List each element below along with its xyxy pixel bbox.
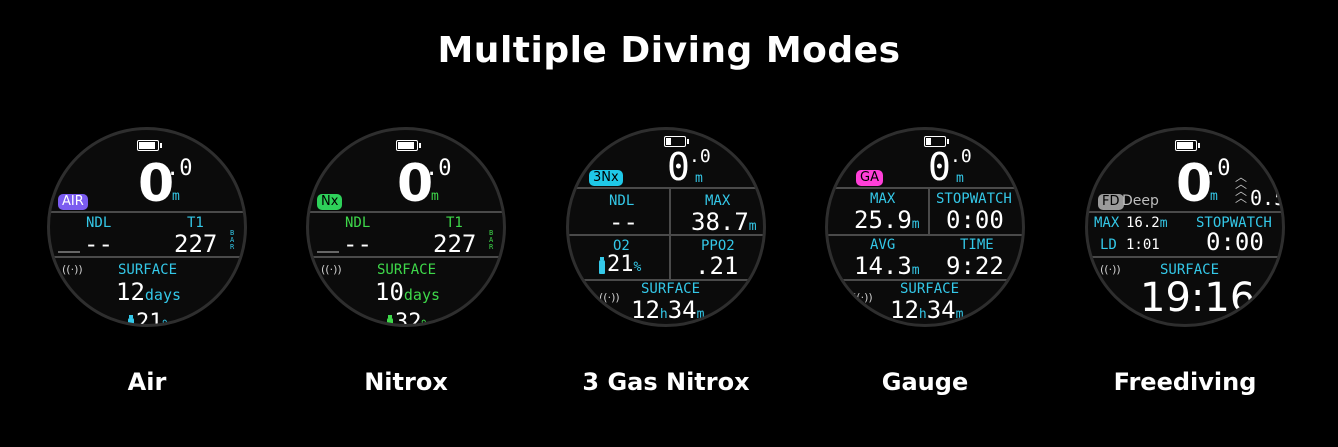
sound-icon: ((·)) [852,291,873,304]
tank-icon [599,257,605,274]
depth-decimal: .0 [166,156,193,181]
depth-unit: m [695,171,703,186]
watch-gauge: GA 0 .0 m MAX 25.9m STOPWATCH 0:00 AVG 1… [825,127,1025,327]
stopwatch-label: STOPWATCH [936,191,1012,207]
sound-icon: ((·)) [599,291,620,304]
ppo2-label: PPO2 [701,238,735,254]
depth-unit: m [172,189,180,204]
t1-value: 227 [433,230,477,258]
mode-label-3-gas-nitrox: 3 Gas Nitrox [582,368,750,396]
watch-air: AIR 0 .0 m NDL -- T1 227 BAR ((·)) SURFA… [47,127,247,327]
max-label: MAX [705,193,731,209]
stopwatch-value: 0:00 [1206,228,1264,256]
battery-icon [664,136,689,147]
max-label: MAX [1094,215,1120,231]
ppo2-value: .21 [695,252,739,280]
ndl-value: -- [343,230,372,258]
sound-icon: ((·)) [1100,263,1121,276]
mode-badge: Nx [317,194,343,211]
surface-label: SURFACE [641,281,701,297]
surface-value: 19:16 [1140,275,1256,321]
time-value: 9:22 [946,252,1004,280]
t1-unit: BAR [230,229,235,251]
ndl-label: NDL [609,193,635,209]
surface-label: SURFACE [118,262,178,278]
battery-icon [137,140,162,151]
time-label: TIME [960,237,994,253]
ndl-label: NDL [86,215,112,231]
depth-value: 0 [138,154,175,214]
ndl-label: NDL [345,215,371,231]
depth-value: 0 [667,145,690,189]
mode-badge: FD [1098,194,1124,211]
max-value: 38.7m [691,208,757,236]
mode-badge: 3Nx [589,170,623,187]
mode-label-gauge: Gauge [881,368,969,396]
o2-value: 21% [136,310,171,327]
tank-icon [128,315,134,324]
depth-unit: m [956,171,964,186]
mode-label-air: Air [127,368,167,396]
depth-decimal: .0 [950,146,972,167]
ascent-arrows-icon: ︿ ︿ ︿ ︿ [1234,170,1247,205]
mode-badge: GA [856,170,883,187]
sound-icon: ((·)) [321,263,342,276]
t1-label: T1 [187,215,204,231]
battery-icon [924,136,949,147]
ld-label: LD [1100,237,1117,253]
sound-icon: ((·)) [62,263,83,276]
mode-badge: AIR [58,194,88,211]
o2-label: O2 [613,238,630,254]
surface-value: 10days [375,278,441,306]
battery-icon [396,140,421,151]
depth-value: 0 [928,145,951,189]
depth-value: 0 [1176,154,1213,214]
o2-value: 32% [395,310,430,327]
mode-label-freediving: Freediving [1113,368,1257,396]
surface-value: 12days [116,278,182,306]
depth-value: 0 [397,154,434,214]
stopwatch-label: STOPWATCH [1196,215,1272,231]
max-value: 25.9m [854,206,920,234]
t1-value: 227 [174,230,218,258]
depth-unit: m [431,189,439,204]
ndl-value: -- [609,208,638,236]
surface-label: SURFACE [900,281,960,297]
ld-value: 1:01 [1126,237,1160,253]
max-value: 16.2m [1126,215,1168,231]
t1-label: T1 [446,215,463,231]
ascent-value: 0.5 [1250,186,1285,210]
avg-value: 14.3m [854,252,920,280]
ndl-value: -- [84,230,113,258]
max-label: MAX [870,191,896,207]
o2-value: 21% [607,252,642,277]
depth-decimal: .0 [425,156,452,181]
tank-icon [387,315,393,324]
watch-freediving: FD Deep 0 .0 m ︿ ︿ ︿ ︿ 0.5 MAX 16.2m LD 1:0… [1085,127,1285,327]
surface-value: 12h34m [890,296,964,324]
depth-decimal: .0 [689,146,711,167]
page-title: Multiple Diving Modes [437,30,901,71]
battery-icon [1175,140,1200,151]
depth-decimal: .0 [1204,156,1231,181]
mode-badge-suffix: Deep [1122,193,1159,209]
t1-unit: BAR [489,229,494,251]
stopwatch-value: 0:00 [946,206,1004,234]
watch-3-gas-nitrox: 3Nx 0 .0 m NDL -- MAX 38.7m O2 21% PPO2 … [566,127,766,327]
surface-label: SURFACE [1160,262,1220,278]
surface-label: SURFACE [377,262,437,278]
avg-label: AVG [870,237,896,253]
depth-unit: m [1210,189,1218,204]
mode-label-nitrox: Nitrox [364,368,448,396]
watch-nitrox: Nx 0 .0 m NDL -- T1 227 BAR ((·)) SURFAC… [306,127,506,327]
surface-value: 12h34m [631,296,705,324]
